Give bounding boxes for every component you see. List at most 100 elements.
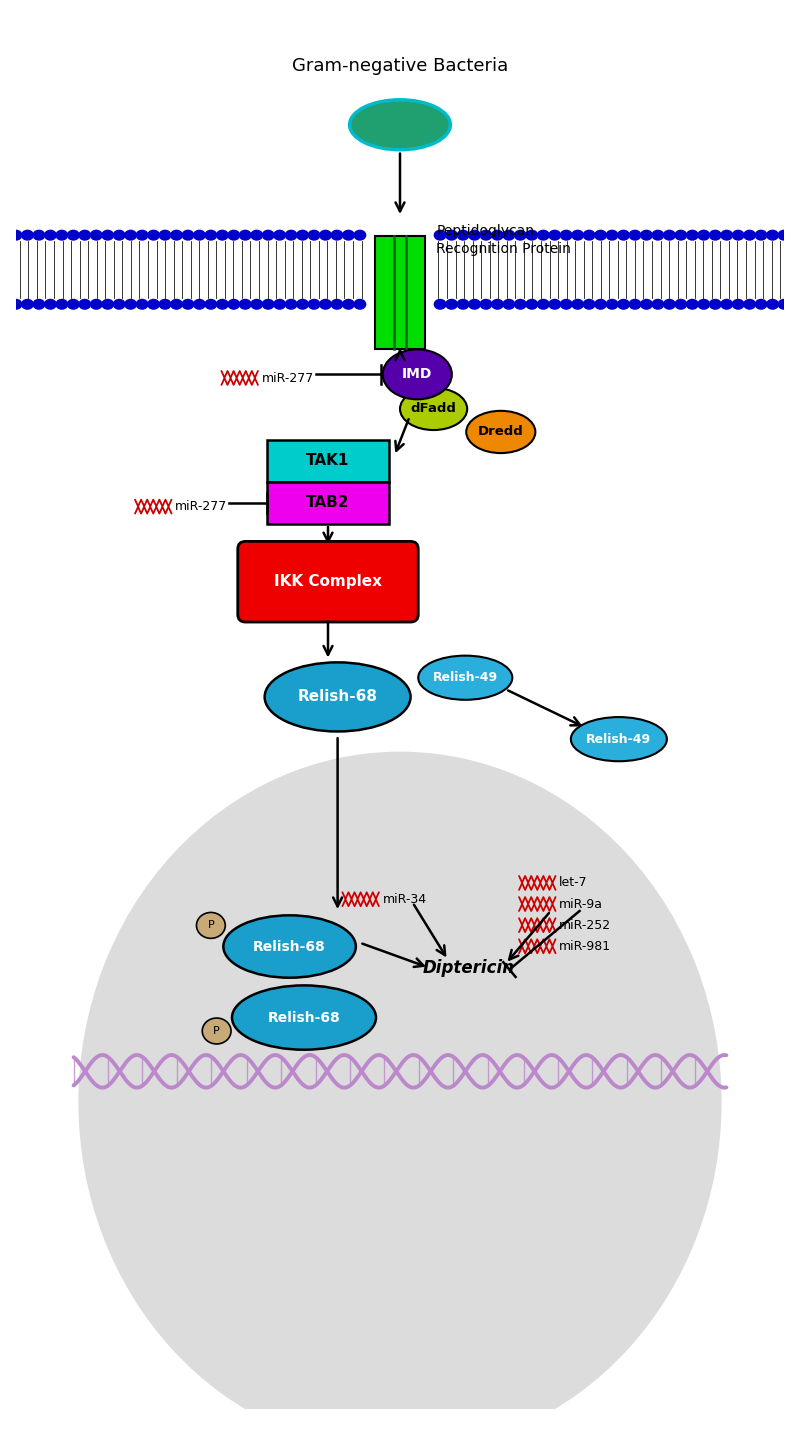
Ellipse shape [640, 299, 653, 309]
Ellipse shape [10, 299, 22, 309]
Ellipse shape [674, 230, 687, 240]
Ellipse shape [606, 230, 618, 240]
Ellipse shape [479, 230, 493, 240]
Ellipse shape [238, 299, 252, 309]
Ellipse shape [732, 230, 745, 240]
Text: Relish-68: Relish-68 [298, 689, 378, 705]
Bar [266, 440, 390, 482]
Ellipse shape [124, 230, 137, 240]
Ellipse shape [158, 299, 171, 309]
Ellipse shape [502, 299, 515, 309]
Ellipse shape [204, 230, 218, 240]
Text: miR-277: miR-277 [175, 500, 228, 513]
Text: dFadd: dFadd [410, 403, 457, 416]
Text: Dredd: Dredd [478, 426, 524, 439]
Ellipse shape [350, 99, 450, 150]
Ellipse shape [663, 299, 676, 309]
Text: IKK Complex: IKK Complex [274, 574, 382, 590]
Ellipse shape [548, 299, 562, 309]
Ellipse shape [434, 299, 446, 309]
Ellipse shape [238, 230, 252, 240]
Text: Diptericin: Diptericin [423, 959, 515, 976]
Ellipse shape [743, 299, 756, 309]
Ellipse shape [265, 663, 410, 732]
Text: Relish-68: Relish-68 [254, 939, 326, 953]
Ellipse shape [78, 230, 91, 240]
Ellipse shape [193, 299, 206, 309]
Ellipse shape [232, 985, 376, 1050]
Text: miR-277: miR-277 [262, 371, 314, 384]
Ellipse shape [21, 299, 34, 309]
Ellipse shape [466, 411, 535, 453]
Ellipse shape [594, 299, 607, 309]
Text: Relish-49: Relish-49 [586, 732, 651, 746]
Ellipse shape [158, 230, 171, 240]
Ellipse shape [170, 299, 183, 309]
Ellipse shape [102, 230, 114, 240]
Ellipse shape [629, 230, 642, 240]
Ellipse shape [606, 299, 618, 309]
Ellipse shape [754, 230, 767, 240]
Ellipse shape [617, 230, 630, 240]
Ellipse shape [296, 299, 309, 309]
Ellipse shape [754, 299, 767, 309]
Ellipse shape [698, 299, 710, 309]
Ellipse shape [319, 230, 332, 240]
Ellipse shape [640, 230, 653, 240]
Ellipse shape [33, 230, 46, 240]
Ellipse shape [720, 299, 733, 309]
Ellipse shape [479, 299, 493, 309]
Ellipse shape [457, 299, 470, 309]
Ellipse shape [202, 1018, 231, 1044]
Text: Relish-68: Relish-68 [268, 1011, 340, 1024]
Text: P: P [207, 920, 214, 930]
Ellipse shape [382, 349, 452, 400]
Ellipse shape [434, 230, 446, 240]
Ellipse shape [262, 299, 274, 309]
Ellipse shape [629, 299, 642, 309]
Ellipse shape [651, 230, 664, 240]
Ellipse shape [342, 230, 355, 240]
Ellipse shape [560, 299, 573, 309]
Ellipse shape [594, 230, 607, 240]
Ellipse shape [571, 718, 667, 761]
Ellipse shape [170, 230, 183, 240]
Ellipse shape [193, 230, 206, 240]
Ellipse shape [526, 299, 538, 309]
Ellipse shape [136, 299, 149, 309]
Ellipse shape [10, 230, 22, 240]
Ellipse shape [571, 299, 584, 309]
Ellipse shape [502, 230, 515, 240]
Ellipse shape [457, 230, 470, 240]
Ellipse shape [44, 230, 57, 240]
Ellipse shape [537, 299, 550, 309]
Ellipse shape [582, 230, 596, 240]
Ellipse shape [227, 230, 240, 240]
Ellipse shape [102, 299, 114, 309]
Ellipse shape [778, 299, 790, 309]
Ellipse shape [445, 230, 458, 240]
Ellipse shape [698, 230, 710, 240]
Ellipse shape [78, 752, 722, 1438]
Ellipse shape [617, 299, 630, 309]
Text: miR-981: miR-981 [559, 940, 611, 953]
Ellipse shape [491, 230, 504, 240]
Text: miR-34: miR-34 [382, 893, 427, 906]
Ellipse shape [571, 230, 584, 240]
Ellipse shape [342, 299, 355, 309]
Ellipse shape [732, 299, 745, 309]
Ellipse shape [330, 230, 343, 240]
Ellipse shape [90, 230, 102, 240]
Ellipse shape [674, 299, 687, 309]
Ellipse shape [182, 230, 194, 240]
Ellipse shape [124, 299, 137, 309]
Ellipse shape [204, 299, 218, 309]
Ellipse shape [582, 299, 596, 309]
Bar [375, 236, 425, 349]
Ellipse shape [285, 230, 298, 240]
Ellipse shape [216, 299, 229, 309]
Ellipse shape [537, 230, 550, 240]
Ellipse shape [113, 230, 126, 240]
Ellipse shape [778, 230, 790, 240]
Ellipse shape [514, 230, 527, 240]
